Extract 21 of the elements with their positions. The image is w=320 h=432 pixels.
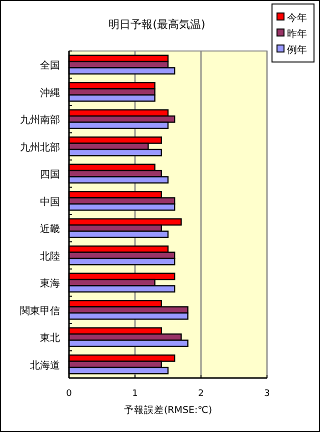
x-tick-label: 3	[264, 389, 270, 399]
legend-label: 今年	[287, 12, 307, 24]
y-tick-label: 四国	[40, 170, 60, 181]
x-tick-label: 2	[198, 389, 204, 399]
y-tick-label: 北海道	[30, 359, 60, 372]
x-axis-title: 予報誤差(RMSE:℃)	[124, 404, 212, 416]
y-tick-label: 関東甲信	[20, 304, 60, 317]
legend-label: 例年	[287, 44, 307, 56]
x-tick-label: 1	[132, 389, 138, 399]
y-tick-label: 中国	[40, 196, 60, 208]
y-tick-label: 九州南部	[20, 114, 60, 126]
x-tick-label: 0	[66, 389, 72, 399]
legend-label: 昨年	[287, 28, 307, 40]
chart-title: 明日予報(最高気温)	[108, 18, 206, 31]
y-tick-label: 近畿	[40, 223, 60, 236]
y-tick-label: 東海	[40, 278, 60, 290]
y-tick-label: 九州北部	[20, 141, 60, 154]
y-tick-label: 沖縄	[40, 86, 60, 99]
y-tick-label: 東北	[40, 332, 60, 344]
y-tick-label: 北陸	[40, 250, 60, 262]
y-tick-label: 全国	[40, 60, 60, 72]
